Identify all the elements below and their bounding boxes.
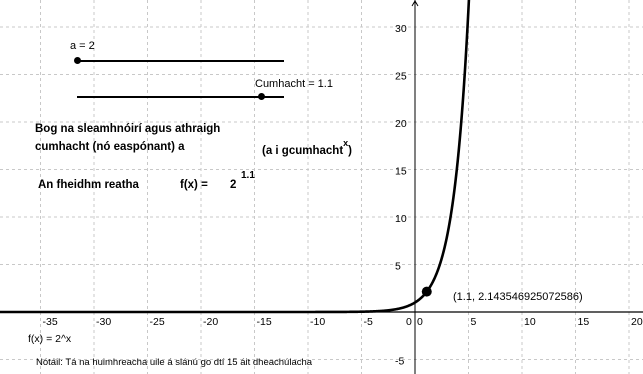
- x-tick-label: -35: [43, 316, 58, 328]
- instruction-formula-sup: x: [343, 138, 349, 148]
- y-tick-label: 15: [395, 166, 407, 178]
- instruction-line2: cumhacht (nó easpónant) a: [35, 141, 185, 153]
- x-tick-label: -30: [96, 316, 111, 328]
- x-tick-label: 5: [471, 316, 477, 328]
- instruction-line1: Bog na sleamhnóirí agus athraigh: [35, 123, 221, 135]
- fx-exponent: 1.1: [241, 170, 255, 181]
- slider-power-knob[interactable]: [258, 93, 265, 100]
- point-coordinate-label: (1.1, 2.143546925072586): [453, 291, 583, 303]
- y-tick-label: -5: [395, 356, 404, 368]
- x-tick-label: -25: [150, 316, 165, 328]
- instruction-formula-text: (a i gcumhacht: [262, 144, 344, 157]
- fx-base: 2: [230, 179, 237, 191]
- function-curve: [0, 0, 471, 314]
- x-tick-label: -10: [310, 316, 325, 328]
- instruction-formula-close: ): [348, 144, 353, 157]
- slider-a-knob[interactable]: [74, 57, 81, 64]
- y-tick-label: 20: [395, 118, 407, 130]
- y-tick-label: 30: [395, 23, 407, 35]
- x-tick-label: 20: [631, 316, 643, 328]
- origin-tick-label: 0: [406, 316, 412, 328]
- y-axis-arrow-icon: [411, 0, 419, 7]
- slider-power-label: Cumhacht = 1.1: [255, 78, 333, 90]
- x-tick-label: 10: [524, 316, 536, 328]
- rounding-note: Nótáil: Tá na huimhreacha uile á slánú g…: [36, 357, 313, 368]
- x-tick-label: -20: [203, 316, 218, 328]
- x-tick-label: -15: [257, 316, 272, 328]
- y-tick-label: 5: [395, 261, 401, 273]
- slider-a-label: a = 2: [70, 40, 95, 52]
- function-point: [421, 286, 432, 297]
- instruction-formula: (a i gcumhachtx): [262, 139, 353, 157]
- x-tick-label: 0: [417, 316, 423, 328]
- slider-a-track[interactable]: [77, 60, 284, 62]
- fx-label: f(x) =: [180, 179, 208, 191]
- y-tick-label: 25: [395, 71, 407, 83]
- slider-power-track[interactable]: [77, 96, 284, 98]
- x-tick-label: 15: [578, 316, 590, 328]
- y-tick-label: 10: [395, 213, 407, 225]
- current-function-label: An fheidhm reatha: [38, 179, 139, 191]
- function-label[interactable]: f(x) = 2^x: [28, 333, 72, 345]
- x-tick-label: -5: [364, 316, 373, 328]
